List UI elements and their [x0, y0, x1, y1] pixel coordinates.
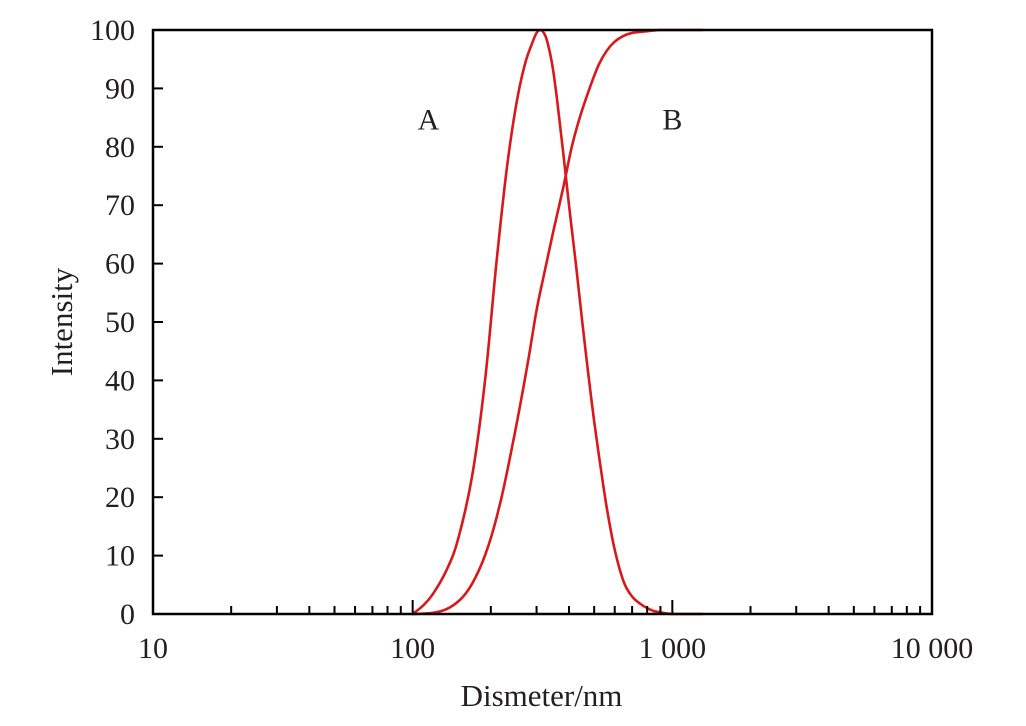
y-tick-label: 0: [120, 598, 135, 631]
annotations: A B: [418, 104, 683, 137]
x-tick-label: 10: [138, 632, 168, 665]
y-tick-label: 40: [105, 364, 135, 397]
curve-label-b: B: [662, 104, 682, 137]
curves: [411, 28, 704, 616]
y-tick-label: 50: [105, 306, 135, 339]
y-tick-label: 60: [105, 248, 135, 281]
series-line-a: [411, 28, 704, 616]
y-tick-label: 80: [105, 131, 135, 164]
x-axis: 10 100 1 000 10 000: [138, 600, 973, 665]
y-tick-label: 20: [105, 481, 135, 514]
y-axis-title: Intensity: [44, 267, 79, 376]
y-axis: 0 10 20 30 40 50 60 70 80 90 100: [90, 14, 163, 631]
y-tick-label: 90: [105, 72, 135, 105]
x-tick-label: 100: [390, 632, 435, 665]
x-tick-label: 1 000: [639, 632, 707, 665]
y-tick-label: 10: [105, 540, 135, 573]
x-axis-title: Dismeter/nm: [461, 678, 623, 713]
plot-frame: [151, 28, 934, 616]
y-tick-label: 70: [105, 189, 135, 222]
series-line-b: [411, 28, 704, 616]
curve-label-a: A: [418, 104, 440, 137]
y-tick-label: 100: [90, 14, 135, 47]
y-tick-label: 30: [105, 423, 135, 456]
x-tick-label: 10 000: [891, 632, 974, 665]
